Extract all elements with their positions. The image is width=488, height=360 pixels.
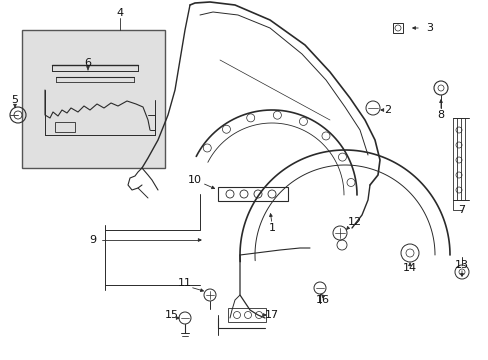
Text: 6: 6 [84, 58, 91, 68]
Text: 11: 11 [178, 278, 192, 288]
Text: 17: 17 [264, 310, 279, 320]
Text: 7: 7 [458, 205, 465, 215]
Bar [218, 187, 287, 201]
Text: 4: 4 [116, 8, 123, 18]
Text: 8: 8 [437, 110, 444, 120]
Bar [55, 122, 75, 132]
Text: 3: 3 [426, 23, 433, 33]
Text: 9: 9 [89, 235, 96, 245]
Text: 15: 15 [164, 310, 179, 320]
Text: 13: 13 [454, 260, 468, 270]
Bar [227, 308, 265, 322]
Bar [392, 23, 402, 33]
Text: 16: 16 [315, 295, 329, 305]
Text: 14: 14 [402, 263, 416, 273]
Text: 5: 5 [12, 95, 19, 105]
Bar [22, 30, 164, 168]
Text: 1: 1 [268, 223, 275, 233]
Text: 10: 10 [187, 175, 202, 185]
Text: 12: 12 [347, 217, 361, 227]
Text: 2: 2 [384, 105, 391, 115]
